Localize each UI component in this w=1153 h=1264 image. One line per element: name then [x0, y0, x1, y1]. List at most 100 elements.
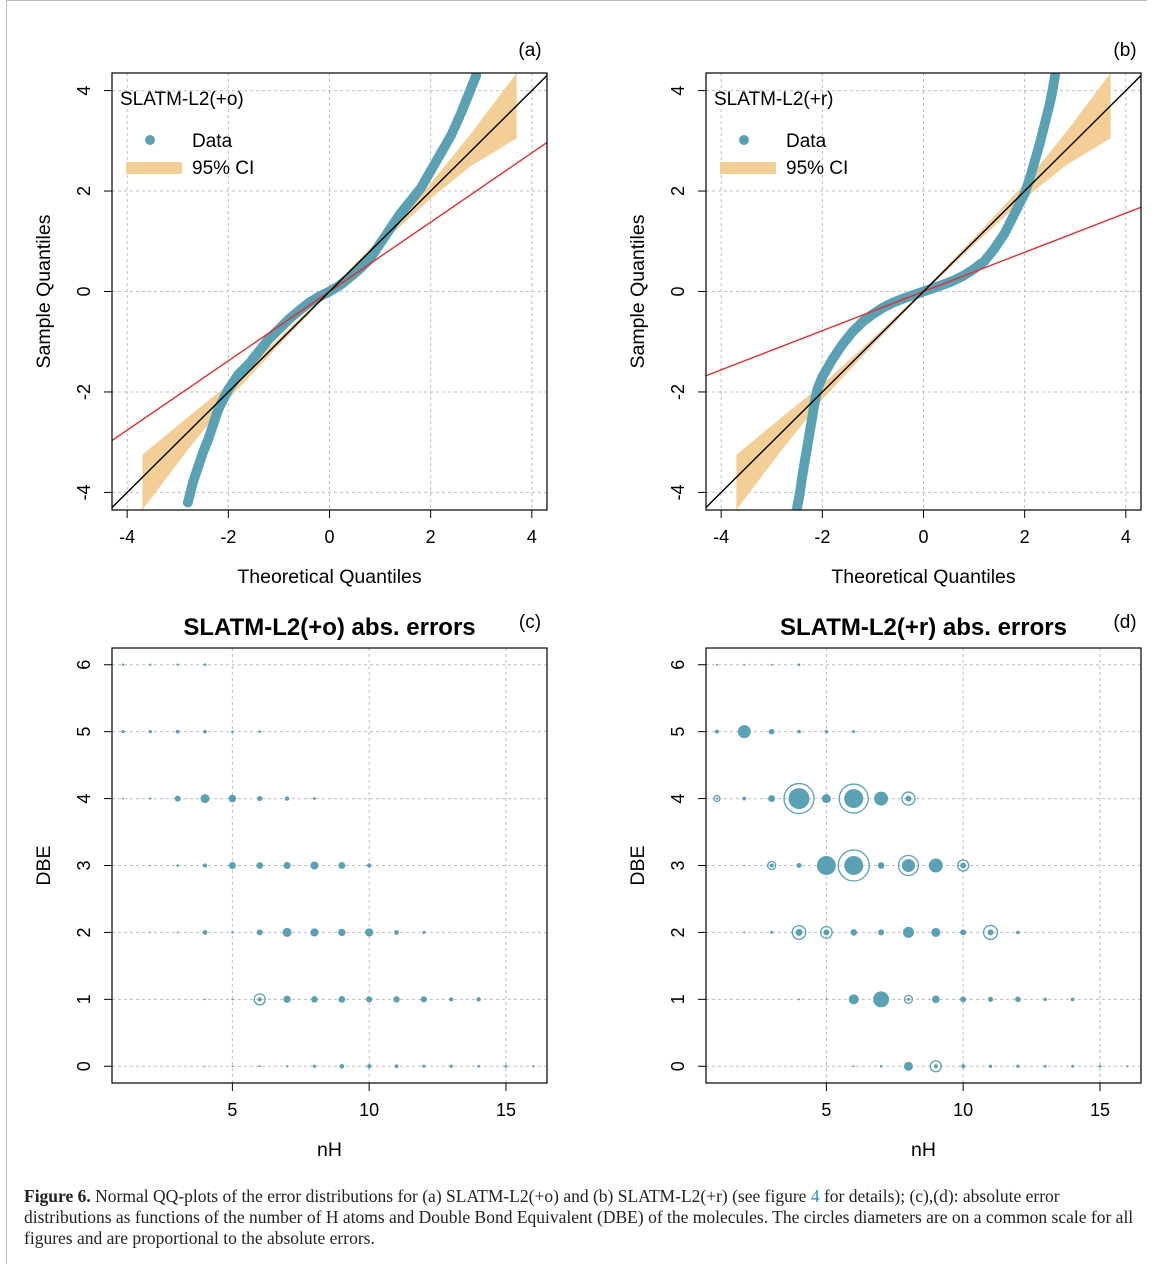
bubble-outer-ring: [713, 794, 721, 803]
bubble-point: [476, 997, 481, 1002]
y-tick-label: 4: [668, 794, 688, 804]
x-tick-label: 5: [821, 1100, 831, 1120]
y-tick-label: -2: [74, 384, 94, 400]
bubble-point: [422, 930, 426, 935]
bubble-point: [393, 996, 400, 1003]
bubble-point: [743, 931, 746, 934]
bubble-point: [366, 863, 372, 868]
legend-data-label: Data: [786, 131, 827, 152]
data-point: [471, 73, 482, 81]
caption-text-2: for details); (c),(d): absolute error di…: [24, 1186, 1134, 1248]
x-tick-label: 5: [227, 1100, 237, 1120]
panel-title: SLATM-L2(+o) abs. errors: [183, 614, 475, 641]
bubble-point: [988, 1064, 993, 1068]
bubble-point: [366, 996, 373, 1003]
bubble-point: [715, 797, 719, 800]
bubble-point: [743, 663, 746, 666]
legend-ci-swatch: [126, 162, 182, 174]
bubble-point: [257, 997, 262, 1002]
bubble-point: [848, 994, 859, 1005]
bubble-outer-ring: [903, 994, 914, 1004]
bubble-point: [367, 1064, 372, 1069]
x-tick-label: 0: [324, 527, 334, 547]
x-tick-label: 4: [1121, 527, 1131, 547]
x-axis-label: Theoretical Quantiles: [237, 566, 422, 588]
y-tick-label: 4: [668, 86, 688, 96]
bubble-point: [903, 1061, 913, 1071]
x-axis-label: Theoretical Quantiles: [831, 566, 1016, 588]
bubble-point: [1015, 996, 1021, 1003]
caption-figure-ref-link[interactable]: 4: [810, 1186, 820, 1206]
y-tick-label: 0: [668, 1061, 688, 1071]
bubble-outer-ring: [901, 791, 916, 806]
bubble-point: [311, 996, 318, 1003]
bubble-point: [148, 730, 152, 734]
y-tick-label: 0: [74, 1061, 94, 1071]
bubble-point: [743, 864, 746, 867]
bubble-outer-ring: [957, 859, 970, 872]
bubble-point: [769, 863, 774, 868]
bubble-point: [338, 928, 346, 937]
bubble-point: [394, 930, 399, 935]
figure-frame: [6, 0, 1147, 1264]
bubble-point: [714, 729, 719, 734]
legend-data-label: Data: [192, 131, 233, 152]
bubble-outer-ring: [819, 925, 833, 939]
bubble-point: [1071, 1064, 1075, 1068]
bubble-point: [816, 856, 836, 875]
bubble-point: [121, 663, 125, 666]
plot-area: [706, 648, 1141, 1083]
bubble-point: [960, 996, 967, 1003]
bubble-point: [338, 862, 346, 869]
bubble-point: [258, 730, 262, 733]
bubble-point: [202, 930, 208, 935]
bubble-outer-ring: [838, 783, 869, 814]
bubble-point: [313, 797, 316, 800]
bubble-point: [231, 931, 234, 934]
bubble-point: [1043, 1064, 1047, 1068]
x-tick-label: 15: [1090, 1100, 1110, 1120]
x-tick-label: -4: [713, 527, 729, 547]
bubble-point: [203, 663, 207, 667]
x-tick-label: -2: [814, 527, 830, 547]
legend-data-marker: [739, 135, 749, 145]
bubble-point: [420, 996, 427, 1003]
bubble-point: [850, 929, 858, 936]
bubble-point: [797, 663, 801, 667]
bubble-point: [873, 991, 890, 1008]
bubble-outer-ring: [837, 849, 870, 882]
y-tick-label: 5: [74, 727, 94, 737]
bubble-point: [339, 1063, 345, 1069]
bubble-point: [770, 930, 774, 934]
figure-caption: Figure 6. Normal QQ-plots of the error d…: [24, 1186, 1134, 1249]
bubble-point: [449, 1064, 453, 1068]
bubble-point: [477, 1064, 481, 1068]
bubble-point: [768, 795, 776, 803]
bubble-point: [175, 729, 180, 734]
legend-ci-label: 95% CI: [786, 158, 848, 179]
data-point: [1050, 73, 1061, 81]
x-axis-label: nH: [317, 1139, 342, 1161]
figure-6-plots: SLATM-L2(+o) Data 95% CI -4 -2 0 2 4 -4 -2 0 2 4 Theo…: [33, 40, 1142, 1161]
x-tick-label: -4: [119, 527, 135, 547]
bubble-point: [1043, 997, 1047, 1002]
bubble-point: [200, 794, 210, 804]
bubble-outer-ring: [253, 993, 266, 1006]
y-tick-label: 0: [74, 286, 94, 296]
bubble-point: [203, 729, 207, 734]
bubble-point: [204, 998, 206, 1001]
bubble-point: [879, 1064, 883, 1068]
bubble-point: [987, 929, 994, 936]
bubble-point: [231, 730, 234, 733]
bubble-point: [122, 797, 124, 800]
y-tick-label: 2: [668, 186, 688, 196]
y-tick-label: 3: [668, 860, 688, 870]
y-axis-label: Sample Quantiles: [627, 214, 649, 368]
bubble-point: [928, 858, 943, 873]
panel-label: (a): [518, 40, 541, 61]
bubble-point: [365, 928, 374, 937]
bubble-point: [312, 1064, 317, 1068]
bubble-point: [933, 1064, 938, 1069]
bubble-point: [798, 998, 801, 1001]
y-tick-label: 2: [74, 186, 94, 196]
